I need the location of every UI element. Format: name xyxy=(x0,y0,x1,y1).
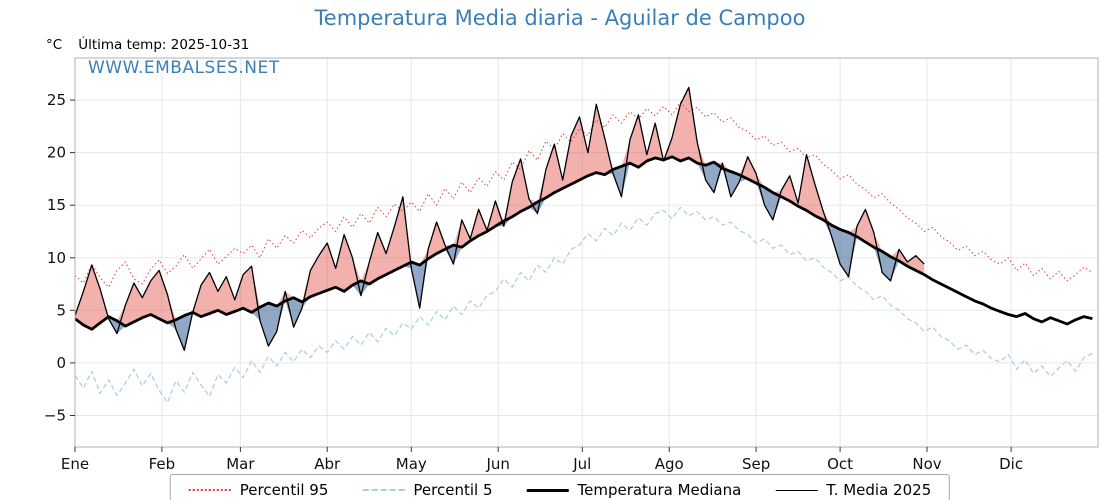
svg-text:Dic: Dic xyxy=(999,455,1023,473)
svg-text:10: 10 xyxy=(47,249,66,267)
watermark-text: WWW.EMBALSES.NET xyxy=(88,58,280,78)
y-axis-unit-label: °C xyxy=(46,37,63,53)
svg-text:25: 25 xyxy=(47,91,66,109)
temperature-line-chart: −5 0 5 10 15 20 25 Ene Feb Mar Abr May Jun Jul Ago Sep O… xyxy=(44,57,1099,473)
legend-label-2025: T. Media 2025 xyxy=(826,481,932,499)
svg-text:15: 15 xyxy=(47,196,66,214)
svg-text:Sep: Sep xyxy=(742,455,770,473)
svg-text:−5: −5 xyxy=(44,407,66,425)
subtitle-row: °C Última temp: 2025-10-31 xyxy=(46,37,249,53)
svg-text:May: May xyxy=(396,455,427,473)
legend-label-p95: Percentil 95 xyxy=(239,481,329,499)
legend-item-percentil5: Percentil 5 xyxy=(362,481,492,499)
svg-text:Mar: Mar xyxy=(226,455,255,473)
svg-text:20: 20 xyxy=(47,144,66,162)
last-temp-label: Última temp: 2025-10-31 xyxy=(78,37,250,53)
legend-line-sample-2025-icon xyxy=(775,489,818,491)
page-title: Temperatura Media diaria - Aguilar de Ca… xyxy=(314,6,806,30)
legend-line-sample-p95-icon xyxy=(188,489,231,491)
legend: Percentil 95 Percentil 5 Temperatura Med… xyxy=(169,474,951,500)
svg-text:Abr: Abr xyxy=(314,455,341,473)
legend-label-p5: Percentil 5 xyxy=(413,481,493,499)
legend-line-sample-p5-icon xyxy=(362,489,405,491)
svg-text:0: 0 xyxy=(56,354,66,372)
svg-text:5: 5 xyxy=(56,301,66,319)
svg-text:Ago: Ago xyxy=(655,455,684,473)
legend-line-sample-mediana-icon xyxy=(526,488,569,492)
legend-item-percentil95: Percentil 95 xyxy=(188,481,329,499)
legend-item-mediana: Temperatura Mediana xyxy=(526,481,741,499)
legend-item-tmedia2025: T. Media 2025 xyxy=(775,481,931,499)
svg-text:Jun: Jun xyxy=(485,455,509,473)
svg-text:Oct: Oct xyxy=(827,455,853,473)
svg-text:Ene: Ene xyxy=(61,455,89,473)
legend-label-mediana: Temperatura Mediana xyxy=(577,481,742,499)
svg-text:Feb: Feb xyxy=(149,455,176,473)
svg-text:Nov: Nov xyxy=(912,455,941,473)
svg-text:Jul: Jul xyxy=(572,455,591,473)
